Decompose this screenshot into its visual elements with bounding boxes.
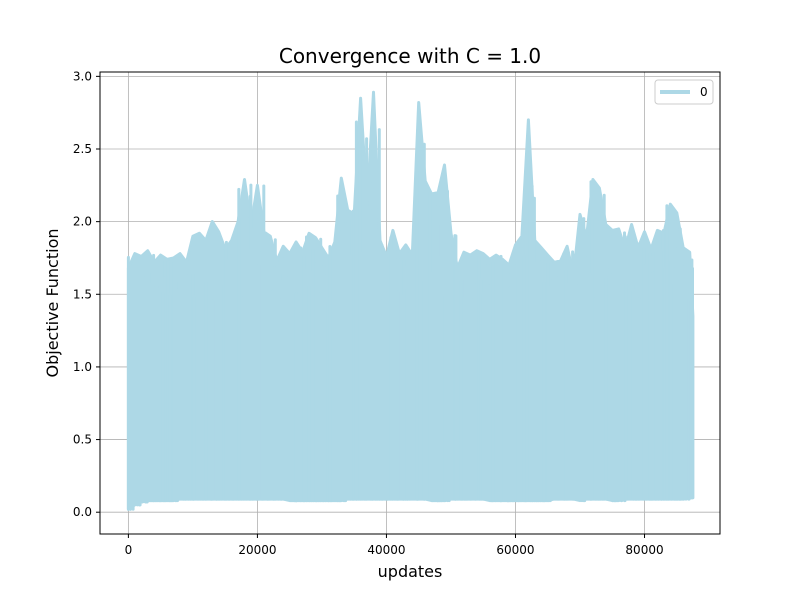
y-tick-label: 0.5: [73, 433, 92, 447]
y-axis-ticks: 0.0 0.5 1.0 1.5 2.0 2.5 3.0: [73, 69, 100, 519]
legend-entry-0: 0: [700, 85, 708, 99]
y-tick-label: 1.5: [73, 287, 92, 301]
plot-area: [99, 71, 721, 535]
x-axis-ticks: 0 20000 40000 60000 80000: [125, 534, 664, 557]
x-axis-label: updates: [378, 562, 443, 581]
x-tick-label: 20000: [238, 543, 276, 557]
y-tick-label: 1.0: [73, 360, 92, 374]
y-tick-label: 2.0: [73, 215, 92, 229]
y-tick-label: 2.5: [73, 142, 92, 156]
axes-frame: [99, 71, 721, 535]
chart-title: Convergence with C = 1.0: [279, 44, 541, 68]
y-axis-label: Objective Function: [43, 228, 62, 377]
x-tick-label: 80000: [625, 543, 663, 557]
x-tick-label: 40000: [367, 543, 405, 557]
y-tick-label: 3.0: [73, 69, 92, 83]
y-tick-label: 0.0: [73, 505, 92, 519]
data-layer: [126, 90, 695, 511]
x-tick-label: 0: [125, 543, 133, 557]
x-tick-label: 60000: [496, 543, 534, 557]
legend: 0: [654, 79, 714, 105]
